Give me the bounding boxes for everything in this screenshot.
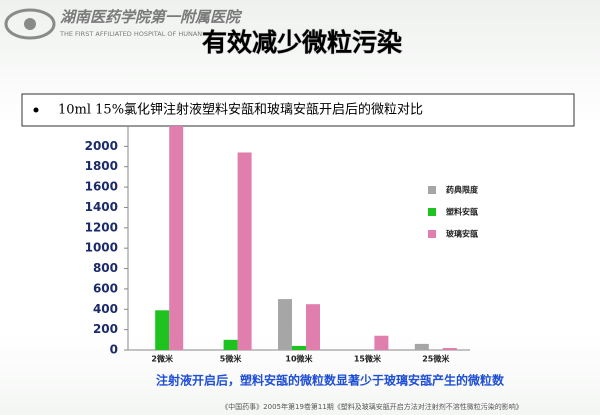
- x-tick-label: 2微米: [151, 354, 174, 364]
- y-tick-label: 200: [93, 322, 118, 336]
- bar: [414, 343, 429, 350]
- y-tick-label: 0: [110, 343, 118, 357]
- bar: [278, 299, 292, 350]
- bar: [155, 310, 170, 350]
- y-tick-label: 1600: [85, 180, 118, 194]
- logo-subtext: THE FIRST AFFILIATED HOSPITAL OF HUNAN: [59, 30, 202, 38]
- legend-swatch: [428, 186, 436, 194]
- x-tick-label: 5微米: [220, 354, 243, 364]
- x-tick-label: 10微米: [285, 354, 313, 364]
- legend-label: 玻璃安瓿: [446, 229, 478, 239]
- logo-icon: [24, 18, 36, 30]
- bar: [292, 345, 306, 350]
- legend-swatch: [428, 208, 436, 216]
- bar: [306, 304, 320, 350]
- slide-title: 有效减少微粒污染: [202, 28, 402, 57]
- x-tick-label: 25微米: [422, 354, 450, 364]
- legend-swatch: [428, 230, 436, 238]
- subtitle-box: [21, 93, 575, 127]
- bar: [442, 347, 457, 350]
- legend-label: 药典限度: [446, 185, 479, 195]
- y-tick-label: 1200: [85, 220, 118, 234]
- source: 《中国药事》2005年第19卷第11期《塑料及玻璃安瓿开启方法对注射剂不溶性微粒…: [221, 402, 523, 411]
- chart-title: 10ml 15%氯化钾注射液塑料安瓿和玻璃安瓿开启后的微粒对比: [58, 102, 423, 118]
- y-tick-label: 600: [93, 281, 118, 295]
- y-tick-label: 400: [93, 302, 118, 316]
- logo: [4, 8, 56, 40]
- y-tick-label: 1400: [85, 200, 118, 214]
- x-tick-label: 15微米: [354, 354, 382, 364]
- bar: [237, 152, 252, 350]
- y-tick-label: 1800: [85, 159, 118, 173]
- y-tick-label: 2000: [85, 139, 118, 153]
- bar: [223, 339, 238, 350]
- bullet: [33, 107, 39, 113]
- annotation: 注射液开启后，塑料安瓿的微粒数显著少于玻璃安瓿产生的微粒数: [156, 373, 505, 388]
- y-tick-label: 1000: [85, 241, 118, 255]
- logo-text: 湖南医药学院第一附属医院: [60, 8, 243, 26]
- bar: [374, 335, 389, 350]
- bar: [169, 126, 184, 350]
- y-tick-label: 800: [93, 261, 118, 275]
- logo-icon: [4, 8, 56, 40]
- legend-label: 塑料安瓿: [446, 207, 478, 217]
